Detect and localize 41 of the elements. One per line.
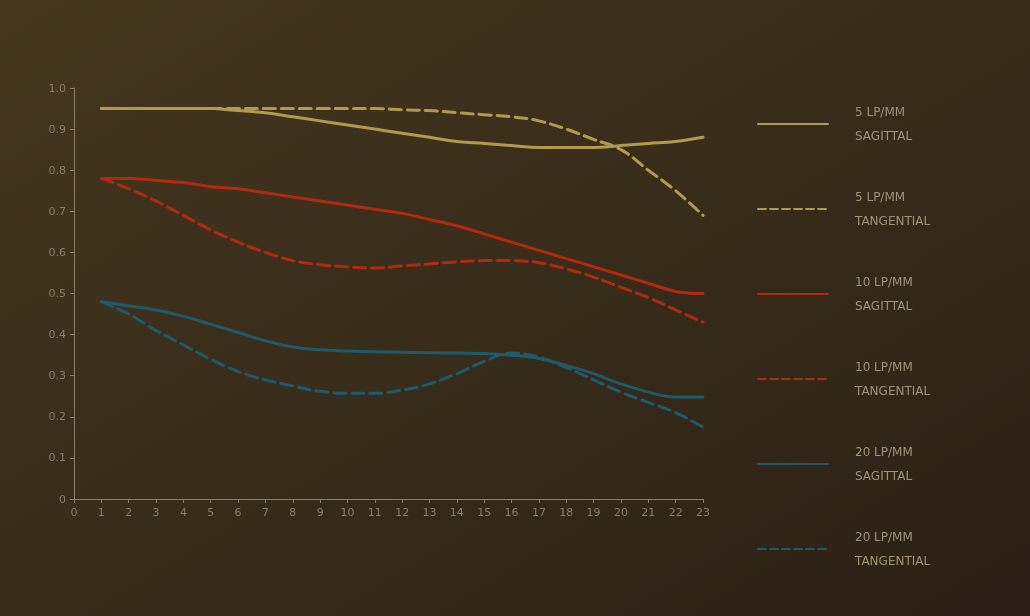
y-tick-label: 0.4 xyxy=(48,328,66,342)
x-tick-label: 19 xyxy=(586,506,601,519)
y-tick-label: 0 xyxy=(59,492,66,506)
x-tick-label: 12 xyxy=(395,506,410,519)
x-tick-label: 9 xyxy=(316,506,324,519)
x-tick-label: 11 xyxy=(367,506,382,519)
text: 5 LP/MM TANGENTIAL xyxy=(854,190,931,228)
y-tick-label: 0.7 xyxy=(48,204,66,218)
x-tick-label: 13 xyxy=(422,506,437,519)
y-tick-label: 0.8 xyxy=(48,163,66,177)
x-tick-label: 23 xyxy=(696,506,710,519)
y-tick-label: 0.2 xyxy=(48,410,66,424)
x-tick-label: 8 xyxy=(289,506,297,519)
text: 10 LP/MM TANGENTIAL xyxy=(854,360,931,398)
text: 5 LP/MM SAGITTAL xyxy=(855,105,913,143)
text: 20 LP/MM SAGITTAL xyxy=(855,445,913,483)
x-tick-label: 15 xyxy=(477,506,492,519)
x-tick-label: 20 xyxy=(613,506,628,519)
x-tick-label: 14 xyxy=(449,506,464,519)
x-tick-label: 4 xyxy=(179,506,187,519)
x-tick-label: 7 xyxy=(261,506,269,519)
x-tick-label: 6 xyxy=(234,506,242,519)
x-tick-label: 18 xyxy=(559,506,574,519)
x-tick-label: 22 xyxy=(668,506,683,519)
x-tick-label: 16 xyxy=(504,506,519,519)
text: 10 LP/MM SAGITTAL xyxy=(855,275,913,313)
x-tick-label: 3 xyxy=(152,506,160,519)
x-tick-label: 1 xyxy=(97,506,105,519)
y-tick-label: 0.9 xyxy=(48,122,66,136)
y-tick-label: 0.1 xyxy=(48,451,66,465)
y-tick-label: 0.6 xyxy=(48,245,66,259)
x-tick-label: 10 xyxy=(340,506,355,519)
x-tick-label: 0 xyxy=(70,506,78,519)
y-tick-label: 0.3 xyxy=(48,369,66,383)
x-tick-label: 21 xyxy=(641,506,656,519)
y-tick-label: 0.5 xyxy=(48,287,66,300)
x-tick-label: 2 xyxy=(125,506,133,519)
text: 20 LP/MM TANGENTIAL xyxy=(854,530,931,568)
x-tick-label: 17 xyxy=(531,506,546,519)
x-tick-label: 5 xyxy=(207,506,215,519)
y-tick-label: 1.0 xyxy=(48,81,66,95)
